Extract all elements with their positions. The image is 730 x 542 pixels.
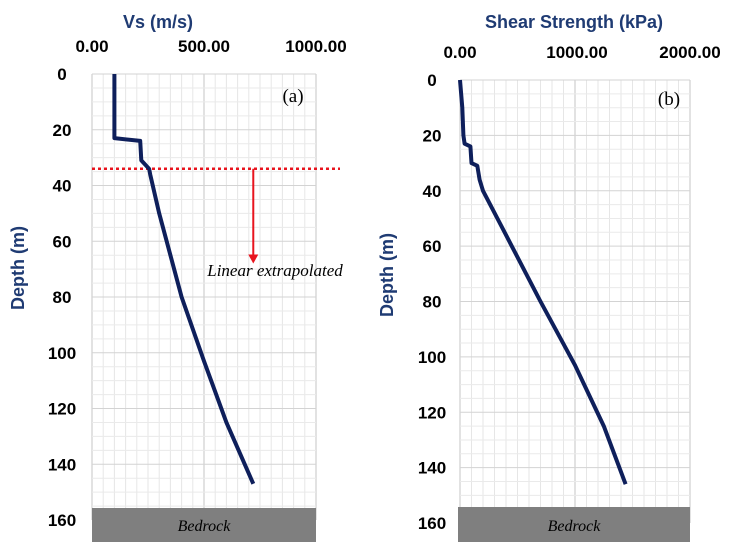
panel-label: (b)	[658, 89, 680, 110]
y-tick-label: 120	[418, 403, 446, 422]
x-tick-label: 1000.00	[285, 37, 346, 56]
shear-strength-profile-line	[458, 79, 628, 485]
extrapolation-annotation	[92, 167, 340, 264]
y-tick-labels: 0 20 40 60 80 100 120 140 160	[48, 65, 76, 530]
x-tick-label: 1000.00	[546, 43, 607, 62]
x-axis-title: Shear Strength (kPa)	[485, 12, 663, 32]
y-tick-label: 20	[53, 121, 72, 140]
y-tick-label: 20	[423, 126, 442, 145]
y-tick-label: 80	[423, 293, 442, 312]
x-tick-label: 0.00	[443, 43, 476, 62]
y-tick-label: 160	[48, 511, 76, 530]
vs-profile-line	[112, 74, 256, 485]
y-tick-label: 80	[53, 288, 72, 307]
extrapolation-arrowhead	[248, 254, 259, 264]
x-tick-label: 500.00	[178, 37, 230, 56]
y-tick-label: 60	[423, 237, 442, 256]
y-axis-title: Depth (m)	[8, 226, 28, 310]
panel-label: (a)	[282, 86, 303, 107]
y-tick-label: 100	[418, 348, 446, 367]
y-tick-label: 100	[48, 344, 76, 363]
extrapolation-label: Linear extrapolated	[206, 261, 343, 280]
y-tick-label: 120	[48, 400, 76, 419]
y-tick-labels: 0 20 40 60 80 100 120 140 160	[418, 71, 446, 533]
y-tick-label: 0	[427, 71, 436, 90]
bedrock-bar	[92, 508, 316, 542]
y-axis-title: Depth (m)	[377, 233, 397, 317]
panel-a: Vs (m/s) 0.00 500.00 1000.00 0 20 40 60 80 10…	[8, 12, 347, 542]
y-tick-label: 140	[418, 459, 446, 478]
y-tick-label: 0	[57, 65, 66, 84]
bedrock-label: Bedrock	[548, 518, 602, 535]
bedrock-label: Bedrock	[178, 518, 232, 535]
x-axis-title: Vs (m/s)	[123, 12, 193, 32]
x-tick-label: 2000.00	[659, 43, 720, 62]
plot-grid	[459, 79, 691, 524]
x-tick-label: 0.00	[75, 37, 108, 56]
y-tick-label: 40	[423, 182, 442, 201]
panel-b: Shear Strength (kPa) 0.00 1000.00 2000.0…	[377, 12, 721, 542]
y-tick-label: 140	[48, 455, 76, 474]
y-tick-label: 40	[53, 177, 72, 196]
bedrock-bar	[458, 507, 690, 542]
y-tick-label: 60	[53, 232, 72, 251]
y-tick-label: 160	[418, 514, 446, 533]
